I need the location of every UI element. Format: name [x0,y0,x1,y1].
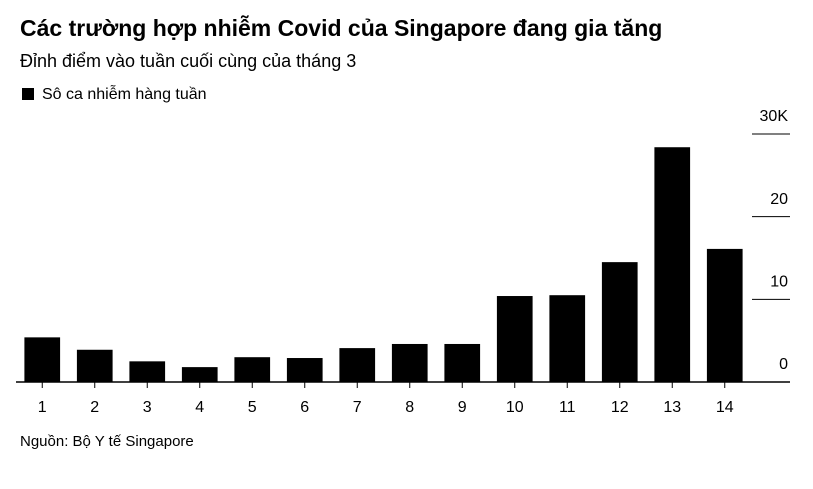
bar [129,361,166,382]
bar [286,358,323,382]
source: Nguồn: Bộ Y tế Singapore [20,433,194,450]
x-tick-label: 7 [353,399,362,416]
bar [496,296,533,382]
x-tick-label: 11 [559,399,576,416]
bar [654,147,691,382]
x-tick-label: 9 [458,399,467,416]
bar [601,262,638,382]
x-tick-label: 8 [405,399,414,416]
bar [234,357,271,382]
x-tick-label: 14 [716,399,734,416]
y-tick-label: 30K [760,108,789,125]
x-tick-label: 10 [506,399,524,416]
x-tick-label: 12 [611,399,629,416]
chart-subtitle: Đỉnh điểm vào tuần cuối cùng của tháng 3 [20,51,356,71]
x-tick-label: 1 [38,399,47,416]
bar [181,367,218,382]
x-tick-label: 2 [90,399,99,416]
bar [391,343,428,382]
y-tick-label: 10 [770,274,788,291]
bar [549,295,586,382]
bar [24,337,61,382]
x-tick-label: 6 [300,399,309,416]
x-tick-label: 4 [195,399,204,416]
x-tick-label: 3 [143,399,152,416]
bar [444,343,481,382]
x-tick-label: 5 [248,399,257,416]
y-tick-label: 0 [779,356,788,373]
bar [76,349,113,382]
legend-label: Sô ca nhiễm hàng tuần [42,84,207,103]
legend-swatch [22,88,34,100]
bar [339,348,376,382]
bar [706,248,743,382]
chart-title: Các trường hợp nhiễm Covid của Singapore… [20,14,662,41]
x-tick-label: 13 [663,399,681,416]
y-tick-label: 20 [770,191,788,208]
